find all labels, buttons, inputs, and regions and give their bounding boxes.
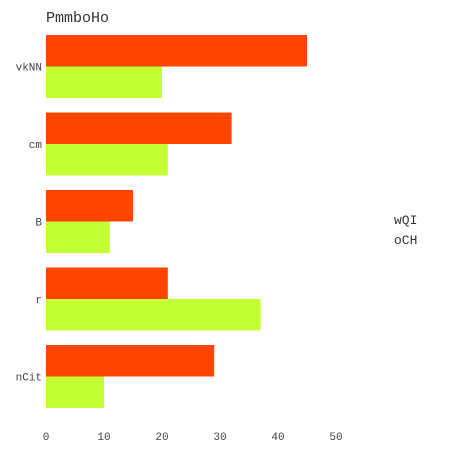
bar-cm-series-1 — [46, 112, 232, 144]
legend-label-series-1: wQI — [394, 213, 417, 228]
bar-cm-series-2 — [46, 144, 168, 176]
bars-layer — [46, 35, 307, 408]
bar-vkNN-series-1 — [46, 35, 307, 67]
y-tick-label: B — [35, 218, 42, 230]
chart-title: PmmboHo — [46, 10, 109, 27]
bar-r-series-2 — [46, 299, 261, 331]
x-tick-label: 20 — [155, 432, 168, 444]
x-tick-label: 40 — [271, 432, 284, 444]
x-tick-label: 30 — [213, 432, 226, 444]
y-tick-label: vkNN — [16, 63, 42, 75]
bar-B-series-1 — [46, 190, 133, 222]
y-tick-label: nCit — [16, 373, 42, 385]
x-tick-label: 10 — [97, 432, 110, 444]
bar-vkNN-series-2 — [46, 66, 162, 98]
bar-B-series-2 — [46, 221, 110, 253]
bar-nCit-series-1 — [46, 345, 215, 377]
bar-nCit-series-2 — [46, 376, 104, 408]
x-tick-label: 0 — [43, 432, 50, 444]
legend-label-series-2: oCH — [394, 233, 417, 248]
x-axis-ticks: 0 10 20 30 40 50 — [43, 432, 343, 444]
x-tick-label: 50 — [329, 432, 342, 444]
y-axis-labels: vkNN cm Br nCit — [16, 63, 43, 385]
bar-r-series-1 — [46, 267, 168, 299]
y-tick-label: r — [35, 295, 42, 307]
legend: wQI oCH — [394, 213, 417, 248]
y-tick-label: cm — [29, 140, 43, 152]
